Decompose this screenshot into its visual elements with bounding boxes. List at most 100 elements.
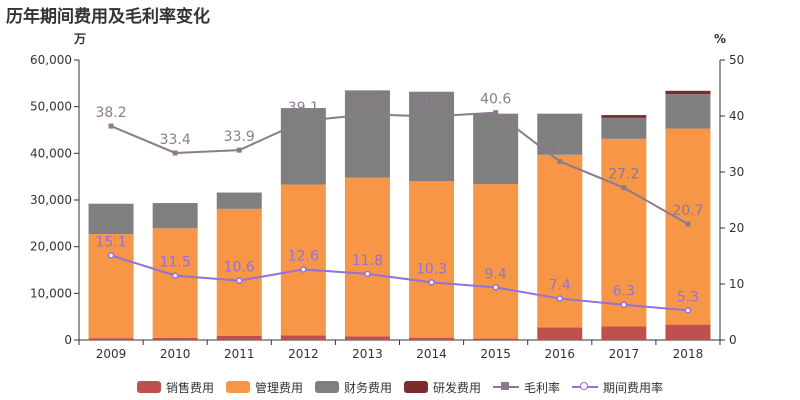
- line-point: [300, 266, 307, 273]
- legend-item[interactable]: 毛利率: [493, 379, 560, 396]
- bar-segment: [152, 337, 198, 340]
- left-tick-label: 0: [64, 333, 72, 347]
- line-point: [621, 185, 627, 191]
- bar-segment: [601, 115, 647, 118]
- bar-segment: [216, 192, 262, 209]
- data-label: 10.3: [416, 261, 447, 277]
- data-label: 11.8: [352, 253, 383, 269]
- line-point: [172, 150, 178, 156]
- line-point: [620, 301, 628, 308]
- left-tick-label: 50,000: [30, 100, 72, 114]
- line-point: [685, 221, 691, 227]
- bar-segment: [473, 184, 519, 339]
- legend-label: 管理费用: [254, 380, 303, 395]
- bar-segment: [152, 203, 198, 229]
- data-label: 10.6: [224, 260, 255, 276]
- x-tick-label: 2016: [544, 347, 575, 361]
- data-label: 27.2: [608, 167, 639, 183]
- left-tick-label: 30,000: [30, 193, 72, 207]
- right-tick-label: 40: [729, 109, 744, 123]
- line-point: [492, 284, 499, 291]
- bar-segment: [88, 234, 134, 339]
- line-point: [107, 252, 115, 259]
- legend-item[interactable]: 研发费用: [404, 379, 481, 396]
- data-label: 12.6: [288, 248, 319, 264]
- data-label: 40.6: [480, 92, 511, 108]
- line-point: [364, 111, 370, 117]
- line-point: [429, 114, 435, 120]
- legend-label: 销售费用: [165, 380, 214, 395]
- legend-line-swatch: [493, 381, 520, 393]
- legend-line-swatch: [572, 381, 599, 393]
- bar-segment: [537, 113, 583, 155]
- right-tick-label: 20: [729, 221, 744, 235]
- legend-label: 研发费用: [433, 380, 482, 395]
- data-label: 39.9: [416, 96, 447, 112]
- bar-segment: [344, 177, 390, 337]
- right-tick-label: 10: [729, 277, 744, 291]
- bar-segment: [88, 338, 134, 340]
- line-point: [300, 118, 306, 124]
- line-point: [493, 110, 499, 116]
- left-tick-label: 10,000: [30, 286, 72, 300]
- bar-segment: [280, 184, 326, 336]
- bar-segment: [409, 91, 455, 182]
- right-axis-unit: %: [714, 32, 726, 46]
- legend: 销售费用 管理费用 财务费用 研发费用 毛利率 期间费用率: [0, 378, 800, 396]
- data-label: 20.7: [672, 203, 703, 219]
- data-label: 5.3: [677, 289, 699, 305]
- bar-segment: [152, 228, 198, 338]
- left-tick-label: 20,000: [30, 240, 72, 254]
- legend-label: 期间费用率: [603, 380, 664, 395]
- line-point: [428, 279, 435, 286]
- line-point: [171, 272, 179, 279]
- x-tick-label: 2018: [673, 347, 704, 361]
- right-tick-label: 30: [729, 165, 744, 179]
- right-tick-label: 50: [729, 53, 744, 67]
- legend-item[interactable]: 管理费用: [225, 379, 303, 396]
- bar-segment: [601, 117, 647, 139]
- line-point: [557, 158, 563, 164]
- legend-swatch: [314, 381, 339, 393]
- bar-segment: [216, 335, 262, 340]
- data-label: 33.4: [160, 132, 191, 148]
- legend-item[interactable]: 销售费用: [136, 379, 214, 396]
- series-line: [110, 111, 689, 225]
- data-label: 9.4: [485, 266, 507, 282]
- x-tick-label: 2010: [160, 347, 191, 361]
- bar-segment: [537, 327, 583, 340]
- data-label: 38.2: [95, 105, 126, 121]
- bar-segment: [665, 90, 711, 95]
- bar-segment: [88, 203, 134, 235]
- bar-segment: [344, 336, 390, 340]
- bar-segment: [280, 335, 326, 340]
- bar-segment: [601, 138, 647, 327]
- bar-segment: [473, 113, 519, 185]
- line-point: [684, 307, 692, 314]
- data-label: 31.9: [544, 140, 575, 156]
- legend-swatch: [136, 381, 161, 393]
- data-label: 7.4: [549, 278, 571, 294]
- legend-swatch: [225, 381, 250, 393]
- right-tick-label: 0: [729, 333, 737, 347]
- data-label: 11.5: [160, 255, 191, 271]
- x-tick-label: 2011: [224, 347, 255, 361]
- x-tick-label: 2012: [288, 347, 319, 361]
- square-marker-icon: [501, 382, 510, 390]
- data-label: 40.3: [352, 93, 383, 109]
- x-tick-label: 2017: [609, 347, 640, 361]
- legend-item[interactable]: 期间费用率: [572, 379, 663, 396]
- bar-segment: [216, 208, 262, 336]
- left-tick-label: 60,000: [30, 53, 72, 67]
- legend-item[interactable]: 财务费用: [314, 379, 392, 396]
- left-axis-unit: 万: [73, 32, 86, 46]
- data-label: 6.3: [613, 284, 635, 300]
- series-line: [110, 254, 689, 312]
- chart-title: 历年期间费用及毛利率变化: [6, 7, 210, 27]
- left-tick-label: 40,000: [30, 146, 72, 160]
- x-tick-label: 2013: [352, 347, 383, 361]
- line-point: [236, 147, 242, 153]
- circle-marker-icon: [580, 382, 589, 390]
- x-tick-label: 2014: [416, 347, 447, 361]
- x-tick-label: 2015: [480, 347, 511, 361]
